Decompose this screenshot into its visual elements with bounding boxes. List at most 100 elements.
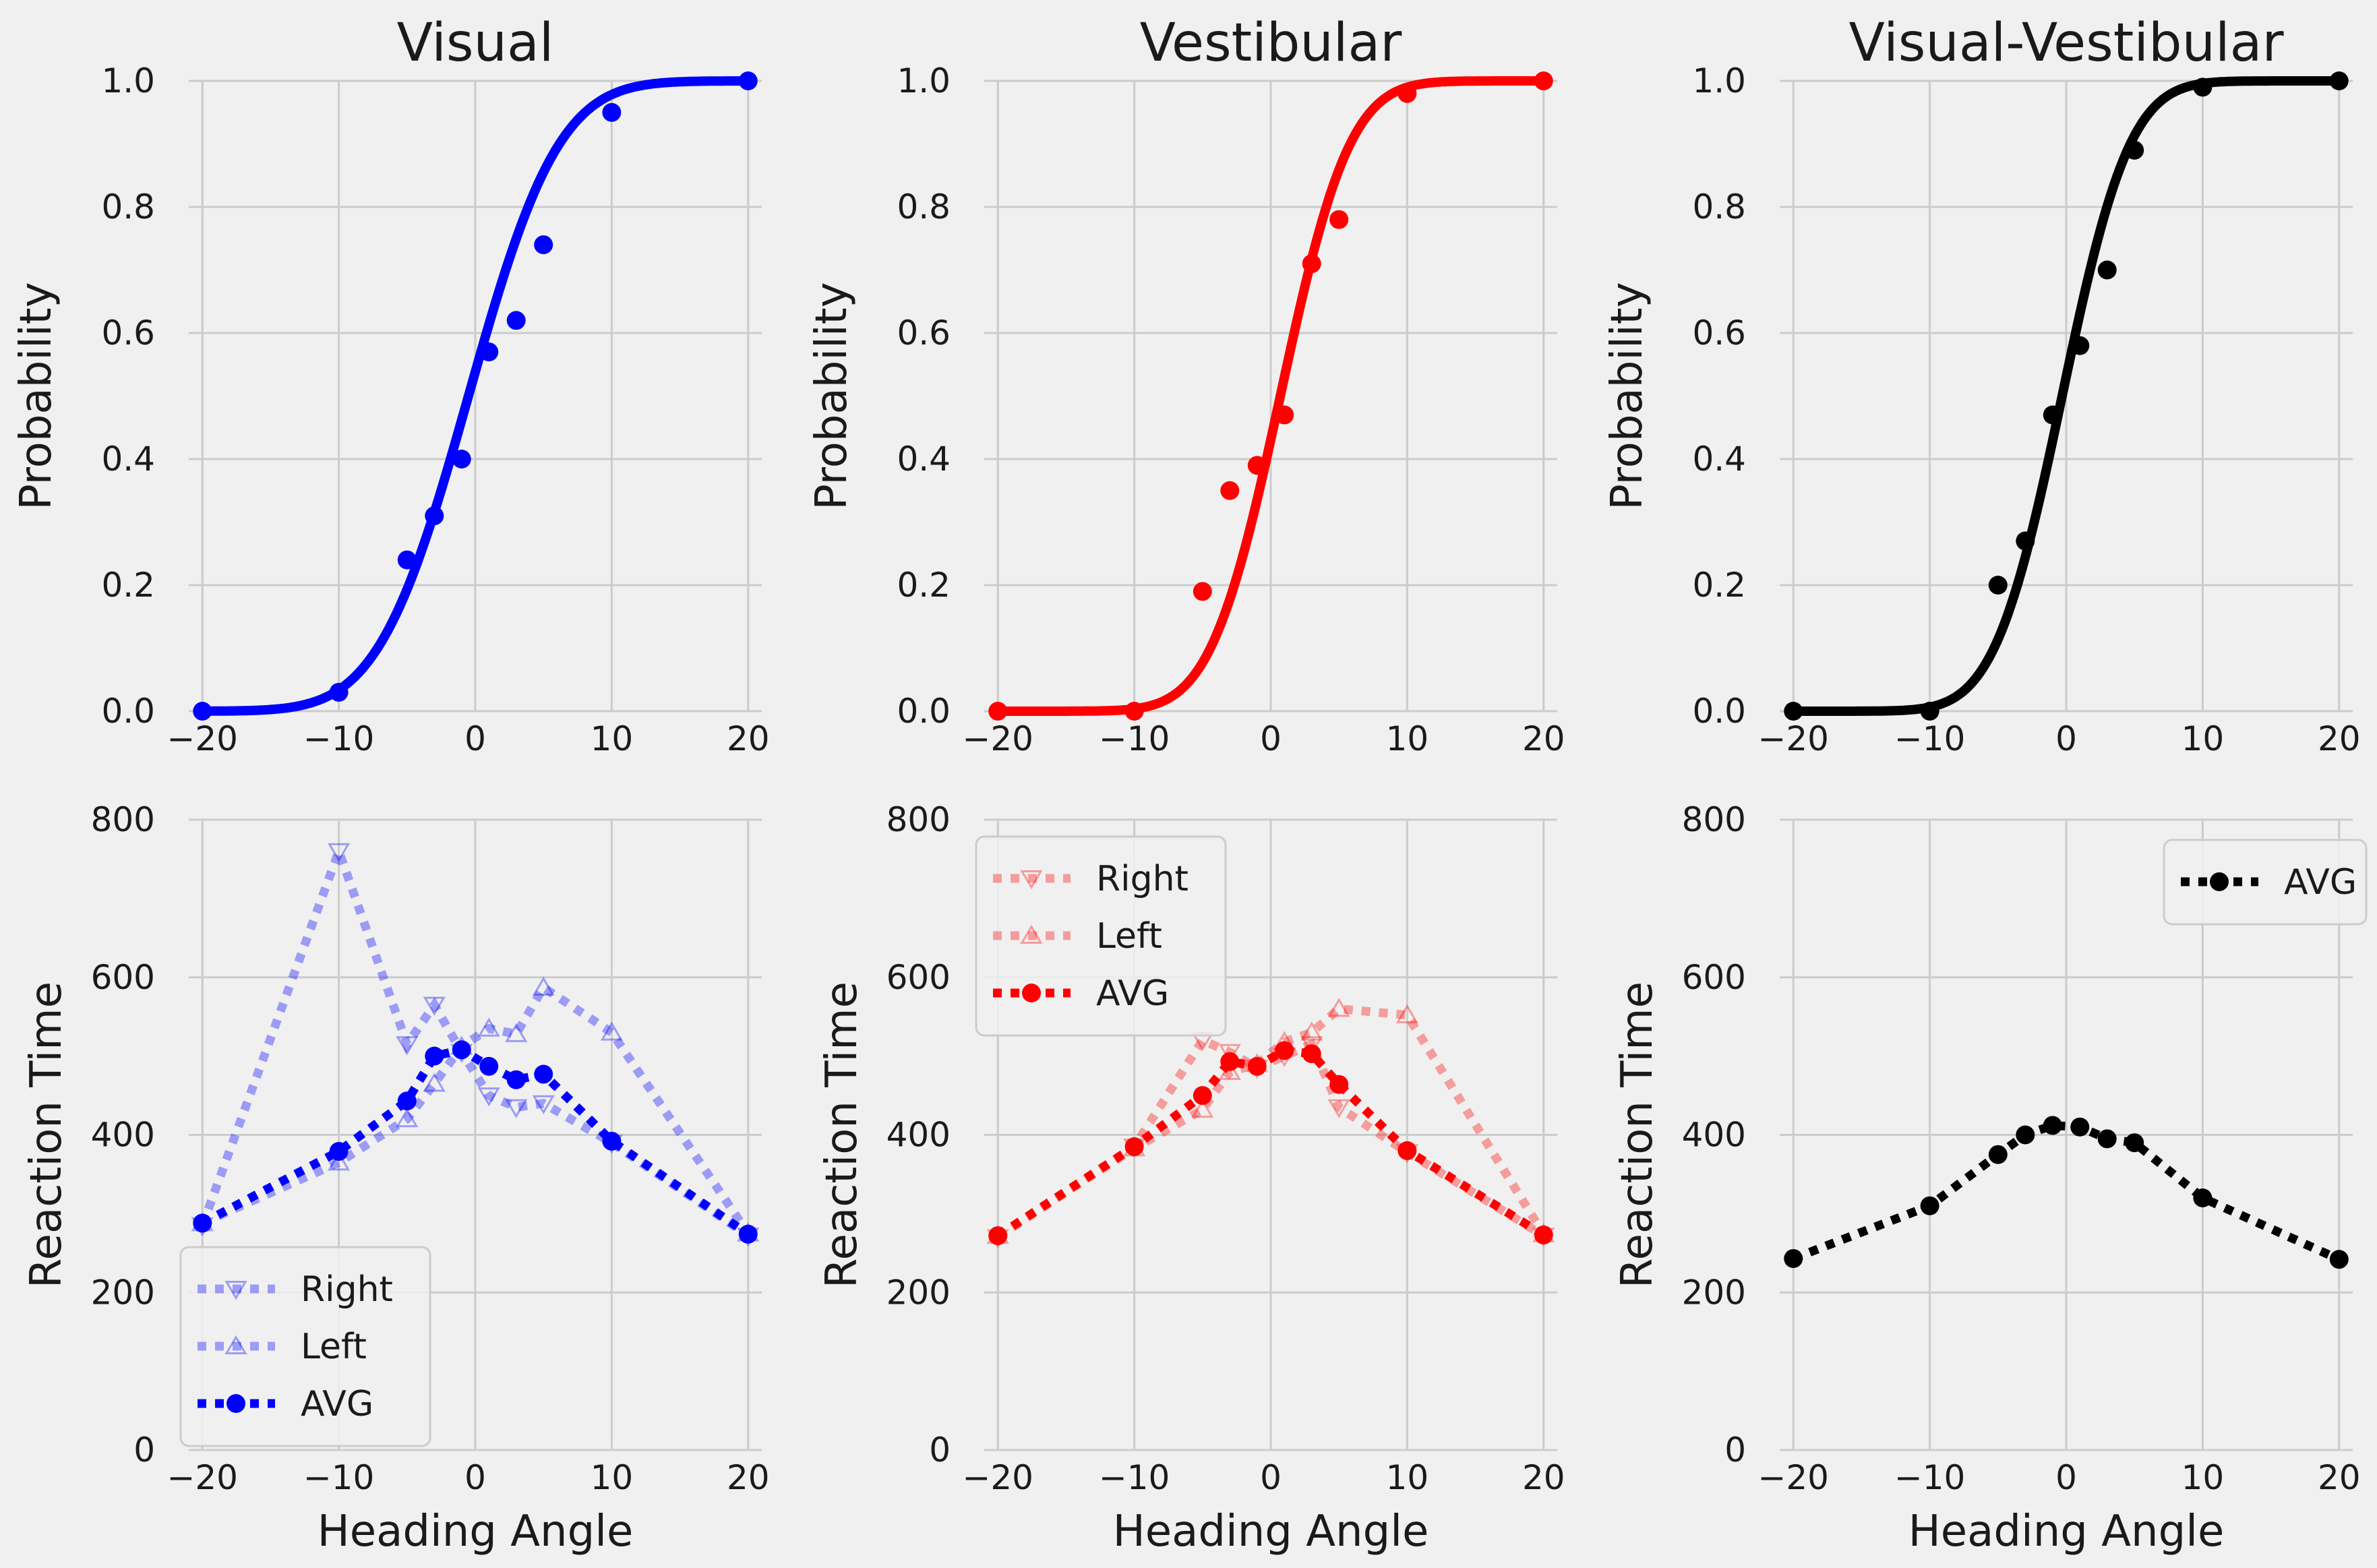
y-tick-label: 0.6 bbox=[897, 313, 951, 353]
series-point-avg bbox=[602, 1131, 622, 1151]
series-point-right bbox=[1300, 1036, 1323, 1056]
y-tick-label: 0.8 bbox=[897, 187, 951, 227]
series-point-left bbox=[1300, 1021, 1323, 1041]
series-point-avg bbox=[2125, 1133, 2144, 1153]
x-tick-label: 0 bbox=[2055, 1458, 2077, 1497]
data-point bbox=[1784, 702, 1803, 721]
series-line-avg bbox=[1791, 1120, 2341, 1264]
series-point-avg bbox=[1329, 1075, 1349, 1094]
series-point-right bbox=[505, 1099, 528, 1118]
x-tick-label: −20 bbox=[962, 719, 1033, 758]
data-point bbox=[1534, 71, 1553, 90]
series-point-right bbox=[423, 996, 446, 1016]
x-tick-label: 0 bbox=[464, 719, 486, 758]
legend-marker bbox=[1020, 924, 1043, 944]
fit-curve bbox=[993, 76, 1548, 716]
legend-box bbox=[975, 835, 1227, 1037]
series-point-avg bbox=[479, 1056, 499, 1076]
series-point-avg bbox=[1988, 1145, 2008, 1164]
series-point-right bbox=[532, 1095, 555, 1115]
y-tick-label: 200 bbox=[91, 1273, 155, 1312]
x-tick-label: 20 bbox=[2318, 719, 2361, 758]
fit-curve bbox=[1788, 76, 2344, 716]
series-point-avg bbox=[1534, 1225, 1553, 1244]
y-tick-label: 1.0 bbox=[897, 61, 951, 100]
subplot-1: −20 −10 0 10 20 0.0 0.2 0.4 0.6 0.8 1.0 Visual Proba… bbox=[11, 13, 770, 758]
x-tick-label: 20 bbox=[1522, 1458, 1565, 1497]
y-tick-label: 0.0 bbox=[101, 692, 155, 731]
series-point-right bbox=[477, 1087, 500, 1107]
data-point bbox=[1920, 702, 1939, 721]
series-line-left bbox=[995, 1004, 1548, 1240]
series-point-avg bbox=[1247, 1056, 1267, 1076]
data-point bbox=[452, 450, 471, 469]
data-point bbox=[1220, 481, 1240, 500]
data-point bbox=[1302, 254, 1321, 274]
data-point bbox=[397, 550, 417, 570]
y-tick-label: 600 bbox=[1682, 958, 1746, 997]
series-point-avg bbox=[1220, 1052, 1240, 1071]
data-point bbox=[479, 342, 499, 362]
y-axis-label: Reaction Time bbox=[817, 982, 867, 1288]
data-point bbox=[2097, 260, 2117, 280]
series-point-avg bbox=[1275, 1041, 1294, 1060]
y-tick-label: 0.6 bbox=[1692, 313, 1746, 353]
y-axis-label: Probability bbox=[807, 282, 857, 510]
x-tick-label: −10 bbox=[1894, 1458, 1966, 1497]
y-tick-label: 400 bbox=[91, 1116, 155, 1155]
y-tick-label: 800 bbox=[91, 800, 155, 839]
x-tick-label: 20 bbox=[727, 719, 770, 758]
x-axis-label: Heading Angle bbox=[1908, 1507, 2225, 1557]
y-tick-label: 0.4 bbox=[101, 440, 155, 479]
legend: AVG bbox=[2163, 839, 2368, 926]
x-tick-label: 20 bbox=[1522, 719, 1565, 758]
legend-label: Left bbox=[301, 1327, 367, 1367]
series-point-avg bbox=[1124, 1137, 1144, 1157]
series-point-avg bbox=[425, 1046, 444, 1066]
y-tick-label: 0.2 bbox=[1692, 566, 1746, 605]
y-tick-label: 200 bbox=[1682, 1273, 1746, 1312]
legend-label: Left bbox=[1096, 916, 1162, 957]
plot-area bbox=[986, 998, 1555, 1248]
data-point bbox=[2329, 71, 2349, 90]
data-point bbox=[1988, 576, 2008, 595]
data-point bbox=[2016, 531, 2035, 551]
x-tick-label: 0 bbox=[464, 1458, 486, 1497]
series-point-avg bbox=[534, 1064, 553, 1084]
legend-label: AVG bbox=[2284, 862, 2357, 903]
x-axis-label: Heading Angle bbox=[1113, 1507, 1429, 1557]
y-tick-label: 0.8 bbox=[1692, 187, 1746, 227]
series-point-avg bbox=[2193, 1188, 2213, 1207]
x-tick-label: 20 bbox=[727, 1458, 770, 1497]
x-tick-label: −20 bbox=[962, 1458, 1033, 1497]
legend: Right Left AVG bbox=[975, 835, 1227, 1037]
x-tick-label: −10 bbox=[1099, 719, 1170, 758]
x-tick-label: −10 bbox=[1894, 719, 1966, 758]
series-point-left bbox=[532, 976, 555, 996]
y-tick-label: 0 bbox=[1724, 1430, 1746, 1470]
subplot-2: −20 −10 0 10 20 0.0 0.2 0.4 0.6 0.8 1.0 Vestibular P… bbox=[807, 13, 1565, 758]
data-point bbox=[329, 682, 349, 702]
subplot-3: −20 −10 0 10 20 0.0 0.2 0.4 0.6 0.8 1.0 Visual-Vest… bbox=[1602, 13, 2361, 758]
legend-marker bbox=[224, 1335, 247, 1354]
legend-box bbox=[179, 1246, 431, 1447]
data-point bbox=[1193, 582, 1212, 601]
legend-label: Right bbox=[301, 1269, 393, 1310]
y-tick-label: 0.0 bbox=[1692, 692, 1746, 731]
series-point-avg bbox=[2329, 1250, 2349, 1269]
plot-area bbox=[193, 71, 758, 721]
y-tick-label: 800 bbox=[886, 800, 951, 839]
y-axis-label: Reaction Time bbox=[1613, 982, 1662, 1288]
data-point bbox=[738, 71, 758, 90]
legend-label: Right bbox=[1096, 859, 1188, 899]
series-point-avg bbox=[2016, 1125, 2035, 1145]
legend-marker bbox=[227, 1394, 245, 1413]
series-point-left bbox=[1327, 998, 1350, 1017]
y-tick-label: 400 bbox=[886, 1116, 951, 1155]
series-point-left bbox=[1191, 1098, 1214, 1118]
x-tick-label: 10 bbox=[2182, 719, 2225, 758]
series-point-avg bbox=[329, 1142, 349, 1162]
subplot-title: Visual bbox=[397, 13, 554, 73]
y-tick-label: 0.0 bbox=[897, 692, 951, 731]
